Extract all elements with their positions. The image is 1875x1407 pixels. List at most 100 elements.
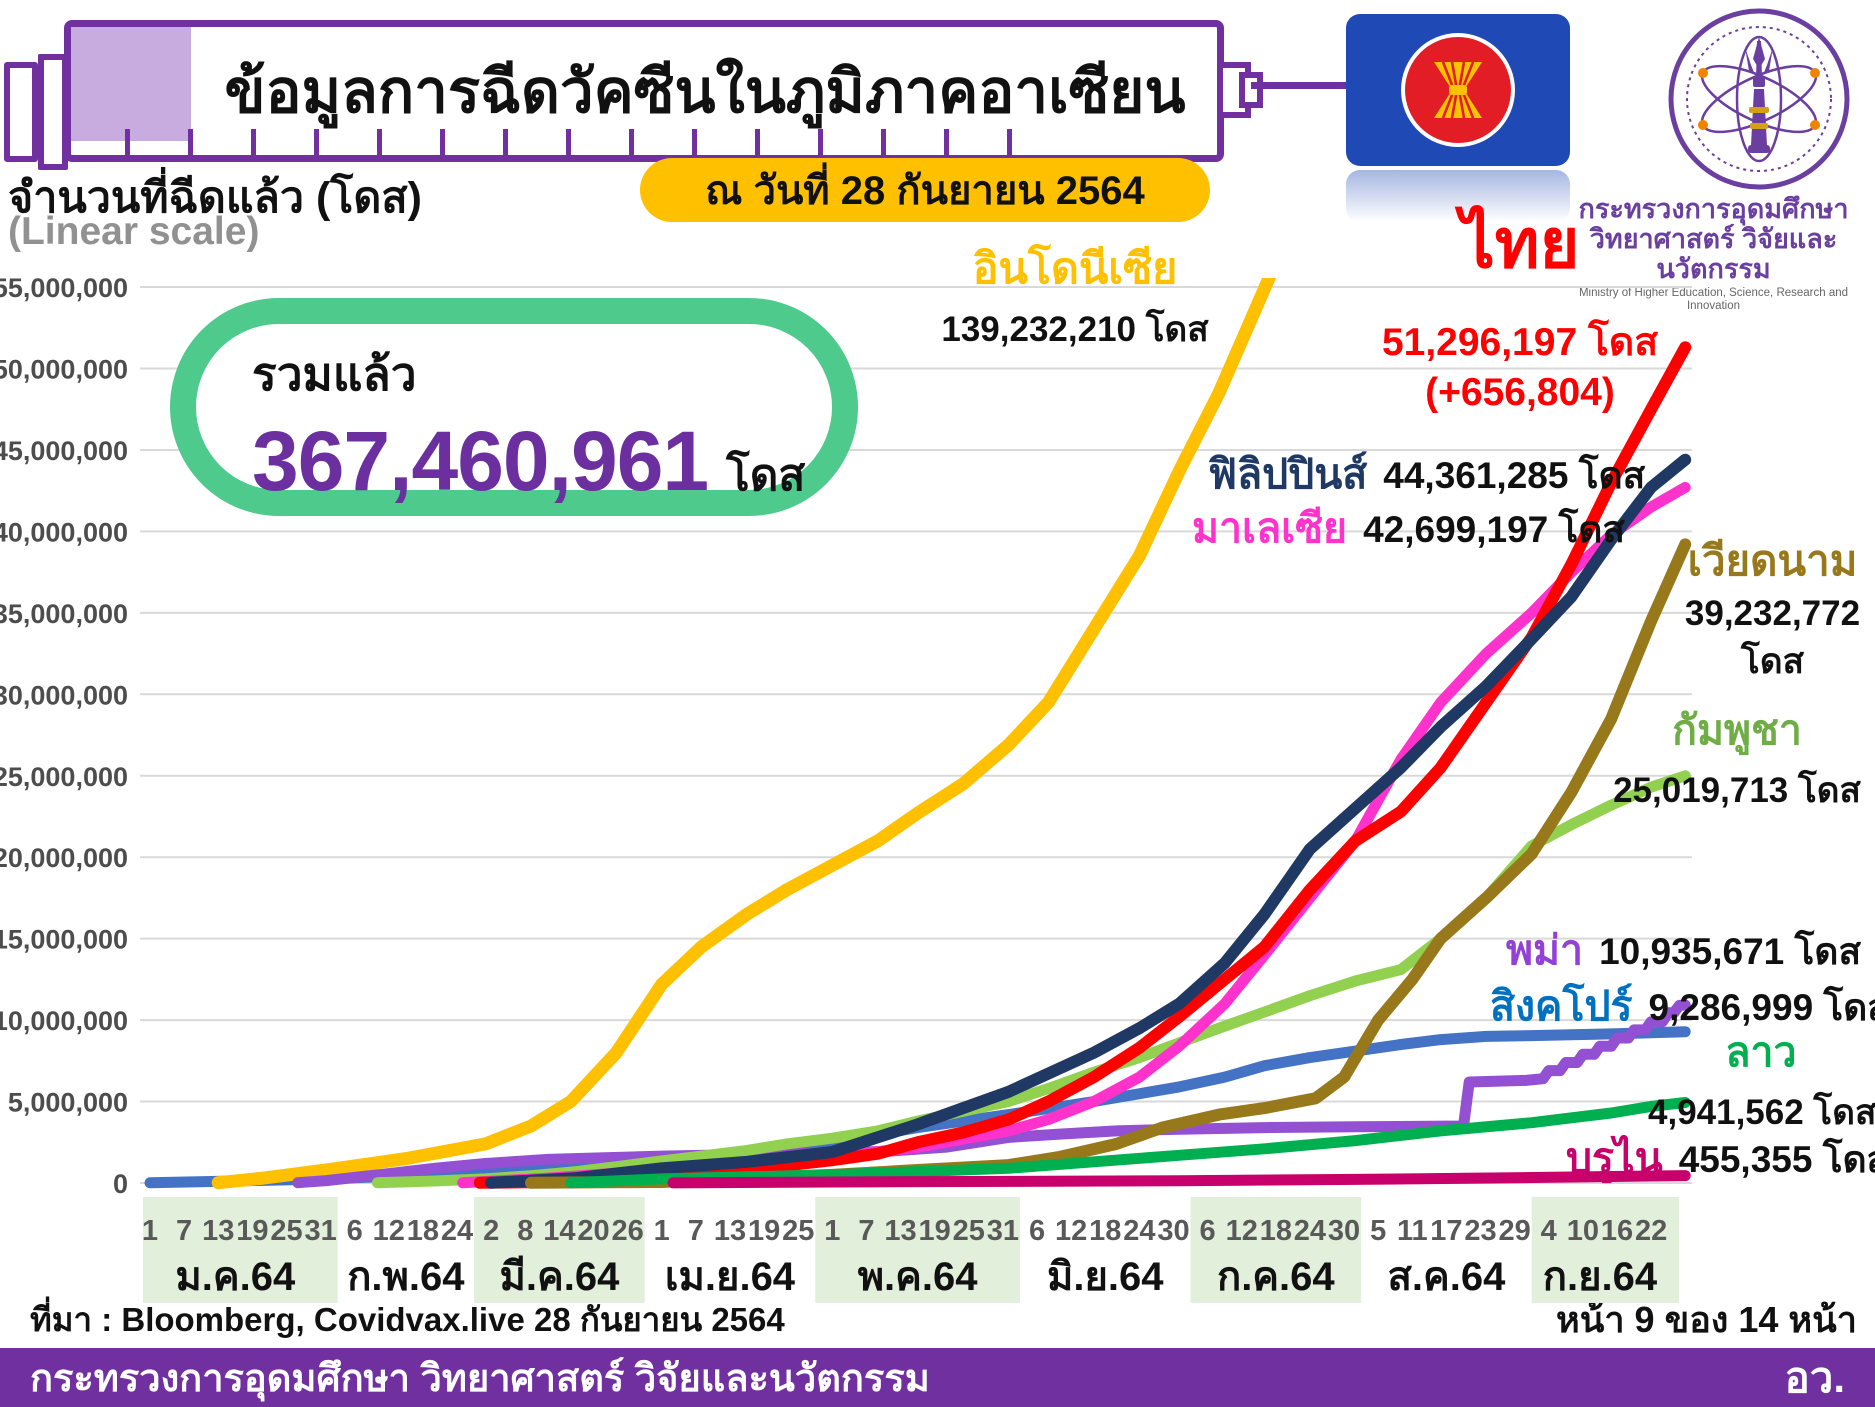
- x-tick-label: 14: [543, 1215, 575, 1247]
- syringe-plunger-flange-icon: [4, 62, 38, 162]
- syringe-scale-tick: [755, 129, 760, 155]
- label-laos-value: 4,941,562 โดส: [1648, 1093, 1875, 1132]
- asean-flag: [1346, 14, 1570, 166]
- x-tick-label: 1: [654, 1215, 670, 1247]
- footer-bar: กระทรวงการอุดมศึกษา วิทยาศาสตร์ วิจัยและ…: [0, 1348, 1875, 1407]
- x-month-label: พ.ค.64: [858, 1255, 979, 1299]
- syringe-scale-tick: [944, 129, 949, 155]
- x-month-label: มิ.ย.64: [1047, 1255, 1164, 1299]
- y-tick-label: 10,000,000: [0, 1006, 128, 1036]
- x-month-label: เม.ย.64: [665, 1255, 796, 1299]
- label-thailand-delta: (+656,804): [1425, 370, 1615, 414]
- month-band: [1190, 1197, 1362, 1303]
- x-tick-label: 25: [270, 1215, 302, 1247]
- x-tick-label: 12: [1226, 1215, 1258, 1247]
- series-line-brunei: [667, 1170, 1691, 1189]
- month-band: [143, 1197, 338, 1303]
- x-tick-label: 30: [1328, 1215, 1360, 1247]
- label-thailand: ไทย 51,296,197 โดส (+656,804): [1352, 210, 1688, 417]
- x-tick-label: 7: [688, 1215, 704, 1247]
- source-citation: ที่มา : Bloomberg, Covidvax.live 28 กันย…: [30, 1301, 785, 1338]
- x-tick-label: 24: [441, 1215, 473, 1247]
- x-tick-label: 24: [1123, 1215, 1155, 1247]
- y-tick-label: 50,000,000: [0, 355, 128, 385]
- syringe-scale-tick: [818, 129, 823, 155]
- x-tick-label: 7: [176, 1215, 192, 1247]
- syringe-scale-tick: [881, 129, 886, 155]
- y-tick-label: 55,000,000: [0, 273, 128, 303]
- x-tick-label: 20: [577, 1215, 609, 1247]
- as-of-date-badge: ณ วันที่ 28 กันยายน 2564: [640, 158, 1210, 222]
- ministry-name-english: Ministry of Higher Education, Science, R…: [1578, 286, 1849, 312]
- x-tick-label: 26: [611, 1215, 643, 1247]
- label-cambodia: กัมพูชา 25,019,713 โดส: [1600, 698, 1874, 818]
- label-singapore: สิงคโปร์ 9,286,999 โดส: [1490, 974, 1875, 1039]
- label-laos-name: ลาว: [1725, 1029, 1797, 1075]
- y-tick-label: 30,000,000: [0, 680, 128, 710]
- y-tick-label: 0: [113, 1169, 128, 1199]
- series-line-myanmar: [292, 999, 1691, 1189]
- syringe-scale-tick: [251, 129, 256, 155]
- label-philippines-name: ฟิลิปปินส์: [1208, 451, 1368, 497]
- label-singapore-name: สิงคโปร์: [1490, 983, 1633, 1029]
- x-tick-label: 6: [1200, 1215, 1216, 1247]
- y-tick-label: 45,000,000: [0, 436, 128, 466]
- y-tick-label: 40,000,000: [0, 517, 128, 547]
- syringe-scale-tick: [692, 129, 697, 155]
- total-doses-badge: รวมแล้ว 367,460,961 โดส: [170, 298, 858, 516]
- x-tick-label: 16: [1601, 1215, 1633, 1247]
- syringe-scale-tick: [1007, 129, 1012, 155]
- footer-ministry-name: กระทรวงการอุดมศึกษา วิทยาศาสตร์ วิจัยและ…: [30, 1358, 930, 1400]
- x-month-label: ส.ค.64: [1387, 1255, 1506, 1299]
- x-tick-label: 10: [1567, 1215, 1599, 1247]
- label-malaysia-name: มาเลเซีย: [1192, 505, 1348, 551]
- series-line-philippines: [485, 453, 1692, 1189]
- y-tick-label: 25,000,000: [0, 762, 128, 792]
- x-tick-label: 5: [1370, 1215, 1386, 1247]
- total-label: รวมแล้ว: [252, 348, 417, 400]
- month-band: [815, 1197, 1020, 1303]
- syringe-scale-tick: [629, 129, 634, 155]
- total-value: 367,460,961: [252, 414, 709, 508]
- x-tick-label: 6: [1029, 1215, 1045, 1247]
- syringe-scale-tick: [377, 129, 382, 155]
- month-band: [1531, 1197, 1680, 1303]
- label-cambodia-value: 25,019,713 โดส: [1613, 771, 1861, 810]
- label-cambodia-name: กัมพูชา: [1672, 707, 1802, 753]
- y-tick-label: 35,000,000: [0, 599, 128, 629]
- syringe-scale-tick: [503, 129, 508, 155]
- syringe-scale-tick: [314, 129, 319, 155]
- syringe-nozzle-tip-icon: [1239, 72, 1263, 108]
- x-tick-label: 18: [1089, 1215, 1121, 1247]
- syringe-fill-icon: [71, 27, 191, 141]
- x-tick-label: 12: [373, 1215, 405, 1247]
- x-tick-label: 24: [1294, 1215, 1326, 1247]
- x-tick-label: 25: [953, 1215, 985, 1247]
- label-philippines-value: 44,361,285 โดส: [1383, 455, 1646, 496]
- label-vietnam-unit: โดส: [1741, 642, 1804, 681]
- label-thailand-value: 51,296,197 โดส: [1381, 321, 1659, 364]
- ministry-seal-icon: [1668, 8, 1850, 190]
- x-tick-label: 8: [517, 1215, 533, 1247]
- label-myanmar-value: 10,935,671 โดส: [1599, 931, 1862, 972]
- x-tick-label: 25: [782, 1215, 814, 1247]
- x-tick-label: 19: [236, 1215, 268, 1247]
- x-tick-label: 31: [304, 1215, 336, 1247]
- syringe-scale-tick: [188, 129, 193, 155]
- y-tick-label: 15,000,000: [0, 925, 128, 955]
- page-number: หน้า 9 ของ 14 หน้า: [1556, 1299, 1857, 1340]
- x-tick-label: 4: [1541, 1215, 1557, 1247]
- x-tick-label: 29: [1499, 1215, 1531, 1247]
- x-tick-label: 18: [407, 1215, 439, 1247]
- x-tick-label: 17: [1430, 1215, 1462, 1247]
- label-myanmar: พม่า 10,935,671 โดส: [1506, 918, 1861, 983]
- label-malaysia-value: 42,699,197 โดส: [1363, 509, 1626, 550]
- x-tick-label: 6: [347, 1215, 363, 1247]
- asean-emblem-icon: [1401, 33, 1515, 147]
- syringe-scale-tick: [566, 129, 571, 155]
- x-tick-label: 19: [919, 1215, 951, 1247]
- series-lines: [144, 278, 1692, 1190]
- x-tick-label: 31: [987, 1215, 1019, 1247]
